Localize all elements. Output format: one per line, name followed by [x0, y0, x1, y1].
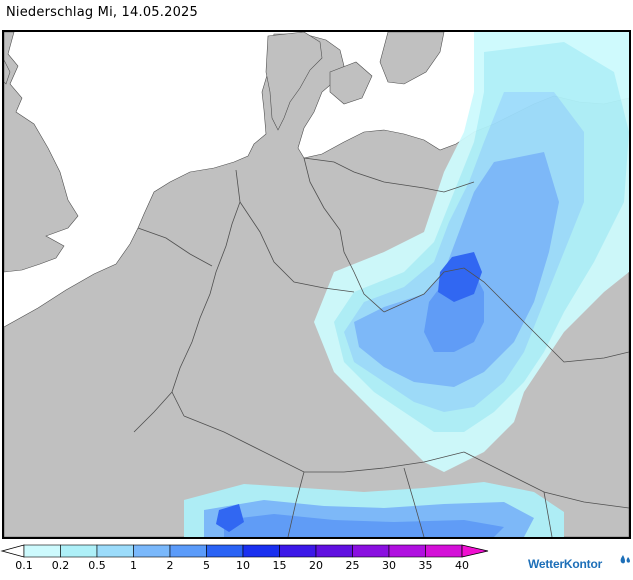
legend-tick-label: 30 [382, 559, 396, 572]
legend-tick-label: 15 [273, 559, 287, 572]
legend-tick-label: 5 [203, 559, 210, 572]
legend-tick-label: 25 [346, 559, 360, 572]
legend-swatch [23, 544, 61, 558]
legend-swatch [315, 544, 353, 558]
brand-logo-text: WetterKontor [528, 557, 603, 571]
legend-swatch [352, 544, 390, 558]
legend-tick-label: 1 [130, 559, 137, 572]
map-title: Niederschlag Mi, 14.05.2025 [6, 5, 198, 20]
landmass-denmark [265, 32, 323, 131]
legend-tick-label: 20 [309, 559, 323, 572]
legend-swatch [242, 544, 280, 558]
legend-swatch [133, 544, 171, 558]
legend-swatch [206, 544, 244, 558]
legend-swatch [279, 544, 317, 558]
legend-tick-label: 35 [419, 559, 433, 572]
legend-swatch [425, 544, 463, 558]
legend-arrow-left [0, 544, 25, 558]
legend-swatch [96, 544, 134, 558]
legend-tick-label: 40 [455, 559, 469, 572]
map-canvas [4, 32, 629, 537]
precipitation-field [184, 32, 629, 537]
legend-tick-label: 0.5 [88, 559, 106, 572]
landmass-scotland-fragment [4, 59, 11, 85]
landmass-zealand [329, 61, 373, 105]
legend-tick-label: 0.1 [15, 559, 33, 572]
legend-tick-label: 0.2 [52, 559, 70, 572]
legend-colorbar [0, 544, 489, 558]
precipitation-legend: 0.1 0.2 0.5 1 2 5 10 15 20 25 30 35 40 [0, 544, 489, 572]
legend-swatch [388, 544, 426, 558]
legend-swatch [169, 544, 207, 558]
landmass-sweden [379, 32, 445, 85]
legend-tick-labels: 0.1 0.2 0.5 1 2 5 10 15 20 25 30 35 40 [15, 559, 469, 572]
legend-tick-label: 10 [236, 559, 250, 572]
country-borders [133, 157, 629, 537]
landmass-england [4, 32, 79, 273]
legend-tick-label: 2 [167, 559, 174, 572]
legend-arrow-right [461, 544, 489, 558]
precipitation-map [2, 30, 631, 539]
legend-swatch [60, 544, 98, 558]
brand-drop-icon [620, 555, 630, 564]
